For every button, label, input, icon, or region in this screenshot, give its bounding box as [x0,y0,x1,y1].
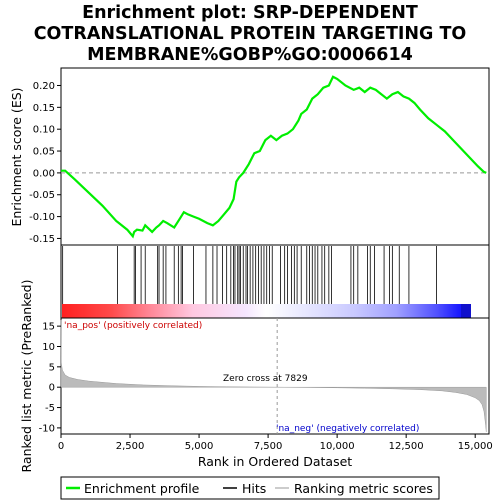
legend-label-ranking-metric: Ranking metric scores [294,481,433,496]
es-y-tick-label: 0.00 [33,168,55,179]
rank-panel-frame [60,317,490,435]
legend: Enrichment profile Hits Ranking metric s… [60,476,440,500]
es-y-tick-label: -0.05 [29,190,55,201]
rank-x-tick-label: 7,500 [254,441,283,452]
es-y-tick-label: 0.10 [33,125,55,136]
chart-title-line-3: MEMBRANE%GOBP%GO:0006614 [87,45,413,65]
es-y-tick-label: 0.15 [33,103,55,114]
neg-correlated-label: 'na_neg' (negatively correlated) [276,424,419,434]
es-y-axis-label: Enrichment score (ES) [9,87,24,226]
es-profile-line [61,75,487,239]
es-y-tick-label: 0.20 [33,81,55,92]
es-y-tick-label: 0.05 [33,147,55,158]
rank-x-tick-label: 0 [58,441,64,452]
rank-heat-strip [62,304,470,318]
hits-panel [60,244,490,319]
legend-box [60,476,440,500]
chart-title-line-2: COTRANSLATIONAL PROTEIN TARGETING TO [34,24,467,44]
es-y-tick-label: -0.15 [29,234,55,245]
legend-label-hits: Hits [242,481,266,496]
rank-x-tick-label: 15,000 [458,441,493,452]
es-panel: -0.15 -0.10 -0.05 0.00 0.05 0.10 0.15 0.20 Enri… [9,67,490,246]
rank-y-tick-label: 5 [49,362,55,373]
rank-y-axis-label: Ranked list metric (PreRanked) [19,280,34,473]
rank-y-tick-label: 10 [42,342,55,353]
rank-x-axis-label: Rank in Ordered Dataset [198,454,352,469]
rank-y-tick-label: -5 [45,403,55,414]
legend-label-enrichment-profile: Enrichment profile [84,481,200,496]
rank-x-tick-label: 5,000 [185,441,214,452]
rank-y-tick-label: 0 [49,383,55,394]
heat-strip-tail [470,304,488,318]
rank-x-tick-label: 12,500 [389,441,424,452]
zero-cross-label: Zero cross at 7829 [223,374,308,384]
heat-strip-end [461,304,471,318]
rank-x-tick-label: 10,000 [320,441,355,452]
rank-metric-area [60,320,487,432]
rank-x-tick-label: 2,500 [116,441,145,452]
rank-y-tick-label: 15 [42,322,55,333]
chart-title-line-1: Enrichment plot: SRP-DEPENDENT [82,3,418,23]
es-y-tick-label: -0.10 [29,212,55,223]
pos-correlated-label: 'na_pos' (positively correlated) [64,321,202,331]
rank-y-tick-label: -10 [39,423,55,434]
es-panel-frame [60,67,490,246]
rank-panel: -10 -5 0 5 10 15 0 2,500 5,000 7,500 10,000 12,500… [19,280,493,473]
